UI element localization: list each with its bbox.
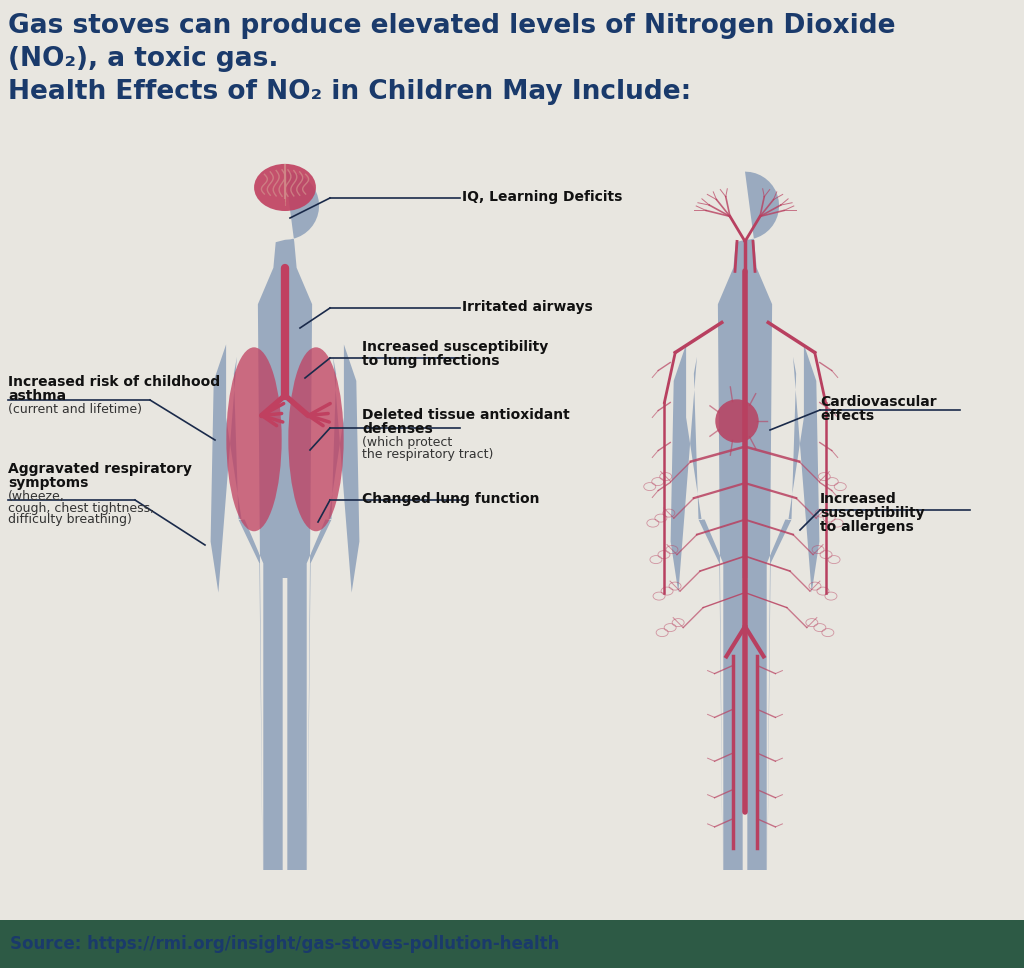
Text: to lung infections: to lung infections — [362, 354, 500, 368]
Bar — [0, 920, 1024, 968]
Text: Source: https://rmi.org/insight/gas-stoves-pollution-health: Source: https://rmi.org/insight/gas-stov… — [10, 935, 559, 953]
Text: defenses: defenses — [362, 422, 433, 436]
Ellipse shape — [716, 400, 759, 442]
Text: Health Effects of NO₂ in Children May Include:: Health Effects of NO₂ in Children May In… — [8, 79, 691, 105]
Text: asthma: asthma — [8, 389, 67, 403]
Ellipse shape — [289, 348, 344, 531]
Text: susceptibility: susceptibility — [820, 506, 925, 520]
Text: cough, chest tightness,: cough, chest tightness, — [8, 501, 155, 515]
Text: (current and lifetime): (current and lifetime) — [8, 403, 142, 416]
Text: IQ, Learning Deficits: IQ, Learning Deficits — [462, 190, 623, 204]
Ellipse shape — [254, 164, 316, 211]
Text: Irritated airways: Irritated airways — [462, 300, 593, 314]
Text: Cardiovascular: Cardiovascular — [820, 395, 937, 409]
Text: effects: effects — [820, 409, 874, 423]
Text: (wheeze,: (wheeze, — [8, 490, 65, 503]
Text: Deleted tissue antioxidant: Deleted tissue antioxidant — [362, 408, 569, 422]
Text: symptoms: symptoms — [8, 476, 88, 490]
Polygon shape — [671, 171, 819, 870]
Ellipse shape — [226, 348, 282, 531]
Text: Increased susceptibility: Increased susceptibility — [362, 340, 548, 354]
Text: (which protect: (which protect — [362, 436, 453, 449]
Text: Increased: Increased — [820, 492, 897, 506]
Text: to allergens: to allergens — [820, 520, 913, 534]
Polygon shape — [211, 171, 359, 870]
Text: the respiratory tract): the respiratory tract) — [362, 447, 494, 461]
Text: Aggravated respiratory: Aggravated respiratory — [8, 462, 191, 476]
Text: Increased risk of childhood: Increased risk of childhood — [8, 375, 220, 389]
Text: difficulty breathing): difficulty breathing) — [8, 513, 132, 527]
Text: (NO₂), a toxic gas.: (NO₂), a toxic gas. — [8, 46, 279, 72]
Text: Changed lung function: Changed lung function — [362, 492, 540, 506]
Text: Gas stoves can produce elevated levels of Nitrogen Dioxide: Gas stoves can produce elevated levels o… — [8, 13, 896, 39]
